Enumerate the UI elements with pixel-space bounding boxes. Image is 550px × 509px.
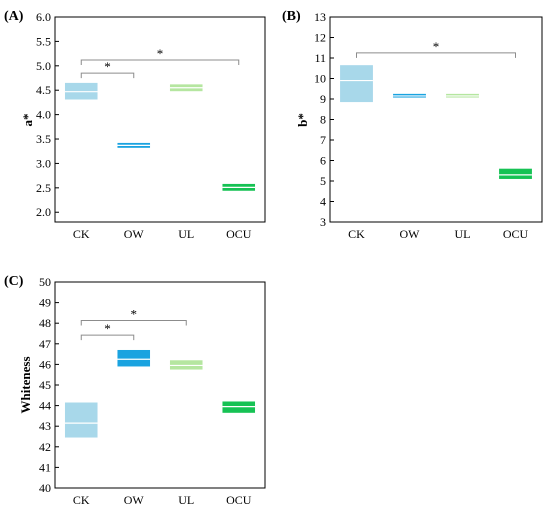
y-tick-label: 46 <box>39 357 51 371</box>
x-tick-label: OW <box>400 227 421 241</box>
y-axis-label: Whiteness <box>18 356 33 413</box>
x-tick-label: OW <box>124 493 145 507</box>
significance-bracket <box>80 72 135 79</box>
box-ocu <box>499 168 532 179</box>
y-tick-label: 5.0 <box>36 59 51 73</box>
x-tick-label: OCU <box>503 227 529 241</box>
x-tick-label: CK <box>348 227 365 241</box>
significance-label: * <box>433 39 440 54</box>
y-tick-label: 48 <box>39 316 51 330</box>
y-tick-label: 2.5 <box>36 181 51 195</box>
x-tick-label: CK <box>73 493 90 507</box>
box-ck <box>64 402 98 438</box>
y-tick-label: 49 <box>39 296 51 310</box>
y-tick-label: 9 <box>320 92 326 106</box>
significance-bracket <box>356 52 516 58</box>
x-tick-label: CK <box>73 227 90 241</box>
y-tick-label: 7 <box>320 133 326 147</box>
y-tick-label: 10 <box>314 72 326 86</box>
y-tick-label: 44 <box>39 399 51 413</box>
y-tick-label: 3.5 <box>36 132 51 146</box>
y-tick-label: 6 <box>320 154 326 168</box>
box-ck <box>340 65 373 103</box>
panel-a: (A) a* 2.0 2.5 3.0 3.5 4.0 4.5 5.0 5.5 6.0 CK OW UL OC… <box>4 9 266 241</box>
y-tick-label: 11 <box>314 51 326 65</box>
panel-label: (C) <box>4 274 24 289</box>
plot-frame <box>54 281 266 489</box>
y-axis-label: a* <box>20 114 35 127</box>
y-tick-label: 50 <box>39 275 51 289</box>
y-tick-label: 6.0 <box>36 10 51 24</box>
y-tick-label: 2.0 <box>36 205 51 219</box>
y-tick-label: 8 <box>320 113 326 127</box>
y-tick-label: 41 <box>39 460 51 474</box>
x-tick-label: UL <box>178 227 194 241</box>
y-tick-label: 5 <box>320 174 326 188</box>
y-tick-label: 3.0 <box>36 156 51 170</box>
y-tick-label: 43 <box>39 419 51 433</box>
y-tick-label: 42 <box>39 440 51 454</box>
x-tick-label: OCU <box>226 227 252 241</box>
x-tick-label: UL <box>455 227 471 241</box>
y-tick-label: 4.5 <box>36 83 51 97</box>
y-tick-label: 3 <box>320 215 326 229</box>
y-tick-label: 47 <box>39 337 51 351</box>
plot-frame <box>54 16 266 223</box>
y-tick-label: 45 <box>39 378 51 392</box>
significance-label: * <box>157 46 164 61</box>
y-tick-label: 4.0 <box>36 108 51 122</box>
y-tick-label: 4 <box>320 195 326 209</box>
panel-label: (A) <box>4 9 24 24</box>
y-axis-label: b* <box>295 113 310 127</box>
significance-label: * <box>104 321 111 336</box>
panel-c: (C) Whiteness 40 41 42 43 44 45 46 47 48 49 50 CK OW UL… <box>4 274 266 507</box>
y-tick-label: 12 <box>314 31 326 45</box>
significance-bracket <box>80 320 187 326</box>
significance-label: * <box>131 307 138 322</box>
x-tick-label: OCU <box>226 493 252 507</box>
significance-label: * <box>104 59 111 74</box>
y-tick-label: 13 <box>314 10 326 24</box>
significance-bracket <box>80 334 135 341</box>
x-tick-label: OW <box>124 227 145 241</box>
box-ow <box>117 349 151 367</box>
significance-bracket <box>80 59 240 65</box>
panel-b: (B) b* 3 4 5 6 7 8 9 10 11 12 13 CK OW UL OCU * <box>282 9 543 241</box>
panel-label: (B) <box>282 9 301 24</box>
y-tick-label: 5.5 <box>36 34 51 48</box>
x-tick-label: UL <box>178 493 194 507</box>
y-tick-label: 40 <box>39 481 51 495</box>
